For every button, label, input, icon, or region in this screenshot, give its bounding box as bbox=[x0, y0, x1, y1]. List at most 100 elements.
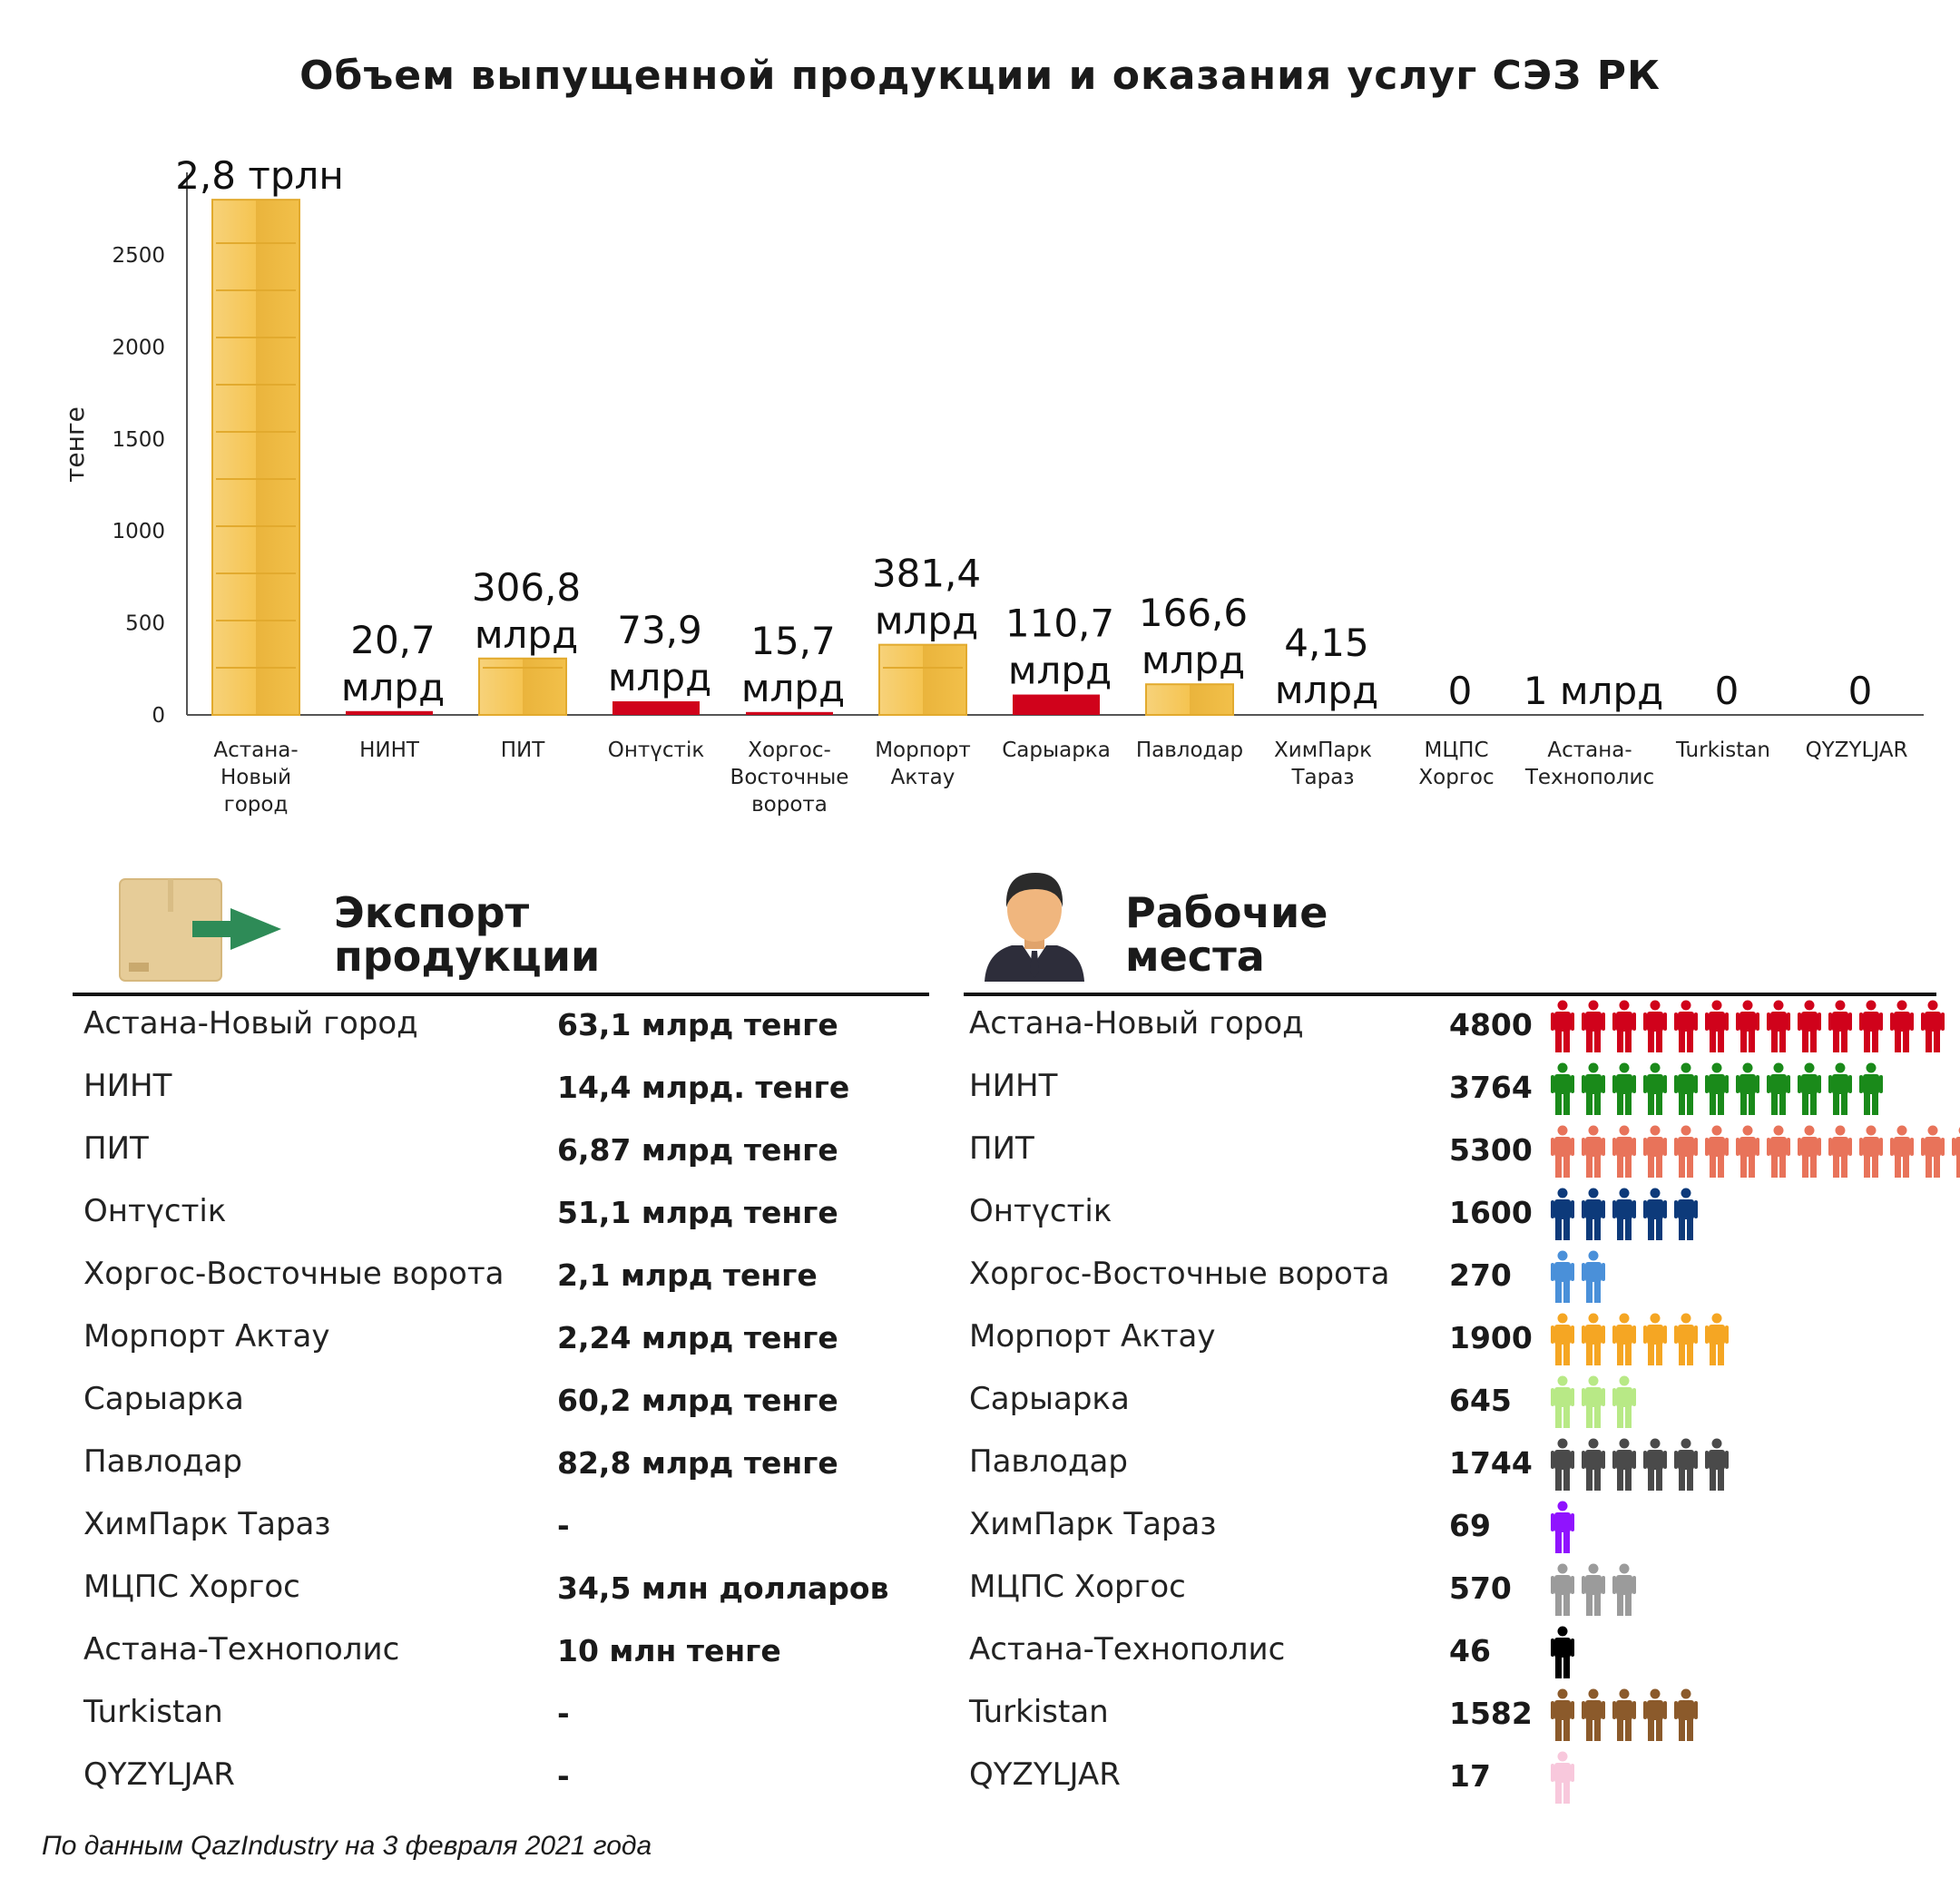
x-tick-label: Новый bbox=[220, 766, 291, 789]
export-row-value: - bbox=[557, 1758, 570, 1794]
person-icon bbox=[1766, 1000, 1791, 1052]
jobs-row-name: Turkistan bbox=[969, 1694, 1109, 1730]
person-icon bbox=[1828, 1000, 1853, 1052]
export-row-name: QYZYLJAR bbox=[83, 1756, 235, 1793]
person-icon bbox=[1581, 1438, 1606, 1491]
person-icon bbox=[1828, 1125, 1853, 1178]
jobs-row-value: 1900 bbox=[1449, 1320, 1533, 1355]
bar-value-label: млрд bbox=[1008, 649, 1112, 693]
export-row-value: 34,5 млн долларов bbox=[557, 1570, 889, 1606]
jobs-row-name: МЦПС Хоргос bbox=[969, 1569, 1186, 1605]
x-tick-label: ХимПарк bbox=[1274, 739, 1372, 762]
person-icon bbox=[1704, 1438, 1730, 1491]
y-tick-label: 0 bbox=[152, 704, 165, 728]
person-icon bbox=[1704, 1313, 1730, 1365]
export-row-value: 2,24 млрд тенге bbox=[557, 1320, 838, 1355]
person-icon bbox=[1889, 1000, 1915, 1052]
person-icon bbox=[1673, 1000, 1699, 1052]
person-icon bbox=[1642, 1000, 1668, 1052]
person-icon bbox=[1858, 1125, 1884, 1178]
x-tick-label: Астана- bbox=[1547, 739, 1632, 762]
export-heading-line1: Экспорт bbox=[334, 888, 530, 937]
x-tick-label: Морпорт bbox=[875, 739, 971, 762]
businessman-icon bbox=[985, 873, 1084, 982]
bar-value-label: 2,8 трлн bbox=[175, 153, 344, 198]
source-note: По данным QazIndustry на 3 февраля 2021 … bbox=[42, 1831, 652, 1861]
person-icon bbox=[1951, 1125, 1960, 1178]
bar-value-label: 1 млрд bbox=[1524, 669, 1663, 713]
x-tick-label: НИНТ bbox=[359, 739, 420, 762]
x-tick-label: Астана- bbox=[213, 739, 298, 762]
bar-value-label: 0 bbox=[1715, 669, 1740, 713]
export-row-name: Морпорт Актау bbox=[83, 1318, 330, 1355]
person-icon bbox=[1858, 1062, 1884, 1115]
export-row-value: 6,87 млрд тенге bbox=[557, 1132, 838, 1168]
person-icon bbox=[1673, 1125, 1699, 1178]
export-row-name: НИНТ bbox=[83, 1068, 172, 1104]
bar-value-label: млрд bbox=[475, 612, 578, 657]
person-icon bbox=[1612, 1062, 1637, 1115]
export-row-value: 14,4 млрд. тенге bbox=[557, 1070, 850, 1105]
export-row-value: 10 млн тенге bbox=[557, 1633, 781, 1668]
person-icon bbox=[1766, 1062, 1791, 1115]
jobs-row-name: ХимПарк Тараз bbox=[969, 1506, 1217, 1542]
x-tick-label: город bbox=[224, 793, 289, 817]
x-tick-label: Павлодар bbox=[1136, 739, 1243, 762]
people-icons bbox=[1550, 1375, 1637, 1430]
person-icon bbox=[1581, 1563, 1606, 1616]
export-row-value: - bbox=[557, 1696, 570, 1731]
jobs-row-value: 270 bbox=[1449, 1257, 1512, 1293]
export-row-name: Астана-Технополис bbox=[83, 1631, 400, 1668]
people-icons bbox=[1550, 1626, 1575, 1680]
bar-value-label: 381,4 bbox=[872, 552, 981, 596]
bar-value-label: млрд bbox=[1275, 668, 1378, 712]
export-heading-line2: продукции bbox=[334, 932, 601, 981]
people-icons bbox=[1550, 1188, 1699, 1242]
person-icon bbox=[1642, 1313, 1668, 1365]
x-tick-label: Актау bbox=[891, 766, 956, 789]
person-icon bbox=[1920, 1000, 1945, 1052]
export-row-name: ХимПарк Тараз bbox=[83, 1506, 331, 1542]
bar bbox=[878, 643, 967, 717]
export-row-value: - bbox=[557, 1508, 570, 1543]
x-tick-label: Технополис bbox=[1524, 766, 1654, 789]
jobs-row-value: 4800 bbox=[1449, 1007, 1533, 1042]
person-icon bbox=[1797, 1000, 1822, 1052]
person-icon bbox=[1581, 1000, 1606, 1052]
jobs-row-name: Сарыарка bbox=[969, 1381, 1130, 1417]
x-tick-label: QYZYLJAR bbox=[1806, 739, 1908, 762]
person-icon bbox=[1581, 1375, 1606, 1428]
bar-value-label: млрд bbox=[608, 655, 711, 699]
bar-value-label: млрд bbox=[341, 665, 445, 709]
jobs-row-value: 570 bbox=[1449, 1570, 1512, 1606]
person-icon bbox=[1704, 1125, 1730, 1178]
x-tick-label: Turkistan bbox=[1675, 739, 1770, 762]
jobs-row-name: Астана-Технополис bbox=[969, 1631, 1286, 1668]
jobs-heading-line2: места bbox=[1125, 932, 1265, 981]
person-icon bbox=[1550, 1375, 1575, 1428]
bar-value-label: млрд bbox=[875, 599, 978, 643]
x-tick-label: ПИТ bbox=[501, 739, 546, 762]
x-tick-label: Сарыарка bbox=[1002, 739, 1111, 762]
bar-value-label: 4,15 bbox=[1284, 621, 1369, 665]
person-icon bbox=[1920, 1125, 1945, 1178]
person-icon bbox=[1550, 1626, 1575, 1678]
jobs-row-name: QYZYLJAR bbox=[969, 1756, 1121, 1793]
bar bbox=[746, 711, 833, 715]
person-icon bbox=[1735, 1062, 1760, 1115]
person-icon bbox=[1889, 1125, 1915, 1178]
person-icon bbox=[1858, 1000, 1884, 1052]
people-icons bbox=[1550, 1563, 1637, 1618]
person-icon bbox=[1550, 1438, 1575, 1491]
bar-value-label: 0 bbox=[1848, 669, 1873, 713]
bar-value-label: 0 bbox=[1448, 669, 1473, 713]
person-icon bbox=[1673, 1438, 1699, 1491]
bar-value-label: 166,6 bbox=[1139, 591, 1248, 635]
people-icons bbox=[1550, 1250, 1606, 1305]
jobs-row-name: НИНТ bbox=[969, 1068, 1058, 1104]
person-icon bbox=[1550, 1563, 1575, 1616]
jobs-row-value: 1744 bbox=[1449, 1445, 1533, 1481]
export-row-name: Астана-Новый город bbox=[83, 1005, 418, 1042]
export-row-value: 60,2 млрд тенге bbox=[557, 1383, 838, 1418]
jobs-row-value: 17 bbox=[1449, 1758, 1491, 1794]
